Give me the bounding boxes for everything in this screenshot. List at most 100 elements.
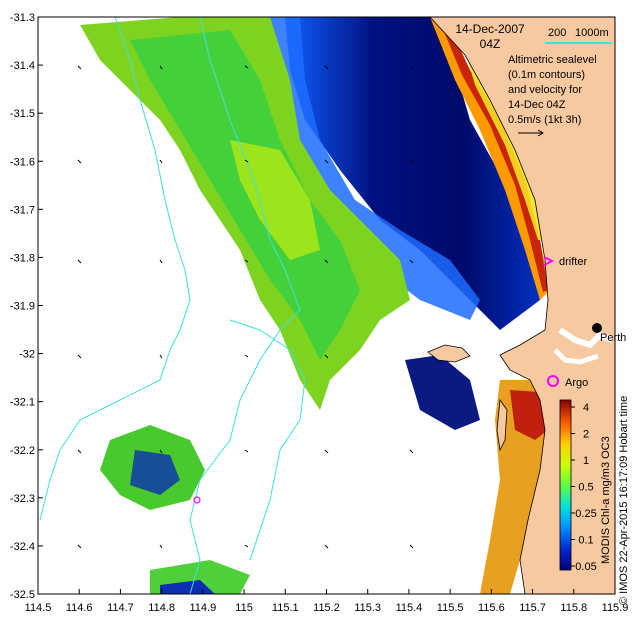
y-axis-ticks: -31.3 -31.4 -31.5 -31.6 -31.7 -31.8 -31.9 -32 -3…: [10, 12, 43, 601]
legend-line-4: 14-Dec 04Z: [508, 99, 566, 111]
velocity-arrow: [409, 544, 414, 549]
bathy-1000-label: 1000m: [575, 27, 609, 39]
colorbar-tick-label: 0.25: [575, 508, 596, 520]
data-layer: [39, 17, 615, 594]
x-tick-label: 114.9: [189, 602, 216, 614]
velocity-scale-arrowhead: [537, 129, 544, 137]
low-chl-water: [285, 17, 540, 330]
colorbar-tick-label: 0.5: [578, 482, 593, 494]
velocity-arrows: [77, 65, 414, 549]
velocity-arrow: [409, 259, 414, 264]
x-tick-label: 115.2: [313, 602, 340, 614]
x-tick-label: 114.7: [107, 602, 134, 614]
canning-river: [553, 348, 599, 365]
velocity-arrow: [159, 159, 163, 164]
colorbar: [559, 399, 572, 571]
velocity-arrow: [244, 449, 249, 453]
plume-core: [130, 30, 360, 360]
x-tick-label: 115.5: [437, 602, 464, 614]
time-label: 04Z: [480, 37, 501, 51]
y-tick-label: -32.4: [10, 541, 35, 553]
y-tick-label: -31.7: [10, 204, 35, 216]
legend-line-3: and velocity for: [508, 84, 582, 96]
drifter-label: drifter: [559, 256, 587, 268]
velocity-arrow: [77, 259, 82, 264]
x-tick-label: 115: [235, 602, 253, 614]
y-tick-label: -32.2: [10, 445, 35, 457]
coastal-peak-chl: [438, 17, 548, 292]
colorbar-tick-label: 0.05: [575, 561, 596, 573]
product-label: MODIS Chl-a mg/m3 OC3: [600, 436, 612, 564]
date-label: 14-Dec-2007: [455, 22, 525, 36]
swan-river: [558, 327, 614, 349]
x-tick-label: 115.3: [354, 602, 381, 614]
velocity-arrow: [77, 65, 82, 70]
velocity-arrow: [324, 159, 329, 164]
velocity-arrow: [244, 65, 249, 69]
velocity-arrow: [159, 259, 163, 264]
velocity-arrow: [77, 354, 82, 359]
velocity-arrow: [77, 544, 82, 549]
x-tick-label: 115.6: [478, 602, 505, 614]
y-tick-label: -31.3: [10, 12, 35, 24]
offshore-marker: [193, 496, 201, 504]
south-coastal-peak: [510, 390, 548, 440]
velocity-arrow: [77, 449, 82, 454]
velocity-arrow: [409, 159, 414, 164]
velocity-arrow: [159, 354, 163, 359]
y-tick-label: -32.5: [10, 589, 35, 601]
plume-patch: [230, 140, 320, 260]
x-tick-label: 115.4: [396, 602, 423, 614]
velocity-arrow: [159, 65, 163, 70]
y-tick-label: -31.4: [10, 60, 35, 72]
y-tick-label: -32.1: [10, 397, 35, 409]
perth-marker: [592, 323, 602, 333]
legend-line-2: (0.1m contours): [508, 69, 585, 81]
y-tick-label: -32.3: [10, 493, 35, 505]
x-axis-ticks: 114.5 114.6 114.7 114.8 114.9 115 115.1 115.2 11…: [25, 589, 629, 614]
rottnest-island: [427, 344, 471, 363]
bathymetry-1000m: [39, 17, 191, 521]
velocity-arrow: [324, 449, 329, 454]
velocity-arrow: [77, 159, 82, 164]
bathymetry-contour-3: [229, 319, 306, 561]
bathy-200-label: 200: [548, 27, 566, 39]
colorbar-tick-label: 4: [583, 402, 589, 414]
velocity-arrow: [244, 354, 249, 358]
colorbar-ticks: 4 2 1 0.5 0.25 0.1 0.05: [571, 402, 597, 573]
y-tick-label: -31.5: [10, 108, 35, 120]
inner-shelf-blue: [405, 355, 480, 430]
x-tick-label: 115.9: [602, 602, 629, 614]
colorbar-tick-label: 1: [583, 455, 589, 467]
velocity-scale-label: 0.5m/s (1kt 3h): [508, 114, 581, 126]
x-tick-label: 115.7: [519, 602, 546, 614]
drifter-marker: [543, 256, 555, 266]
velocity-arrow: [324, 354, 329, 359]
garden-island: [496, 398, 508, 452]
perth-label: Perth: [600, 332, 626, 344]
coastal-high-chl: [430, 17, 550, 300]
velocity-arrow: [409, 449, 414, 454]
velocity-arrow: [324, 259, 329, 264]
colorbar-tick-label: 2: [583, 429, 589, 441]
credit-label: © IMOS 22-Apr-2015 16:17:09 Hobart time: [618, 396, 630, 605]
legend-line-1: Altimetric sealevel: [508, 54, 597, 66]
x-tick-label: 114.5: [25, 602, 52, 614]
argo-label: Argo: [565, 377, 588, 389]
x-tick-label: 114.8: [148, 602, 175, 614]
colorbar-tick-label: 0.1: [578, 535, 593, 547]
southwest-patch-blue: [160, 580, 215, 594]
south-patch-blue: [130, 450, 180, 495]
velocity-arrow: [244, 544, 249, 548]
bathymetry-200m: [189, 17, 301, 594]
x-tick-label: 115.1: [272, 602, 299, 614]
y-tick-label: -31.9: [10, 301, 35, 313]
x-tick-label: 115.8: [560, 602, 587, 614]
y-tick-label: -31.8: [10, 252, 35, 264]
velocity-arrow: [324, 544, 329, 549]
x-tick-label: 114.6: [66, 602, 93, 614]
velocity-arrow: [244, 159, 249, 163]
velocity-arrow: [244, 259, 249, 263]
